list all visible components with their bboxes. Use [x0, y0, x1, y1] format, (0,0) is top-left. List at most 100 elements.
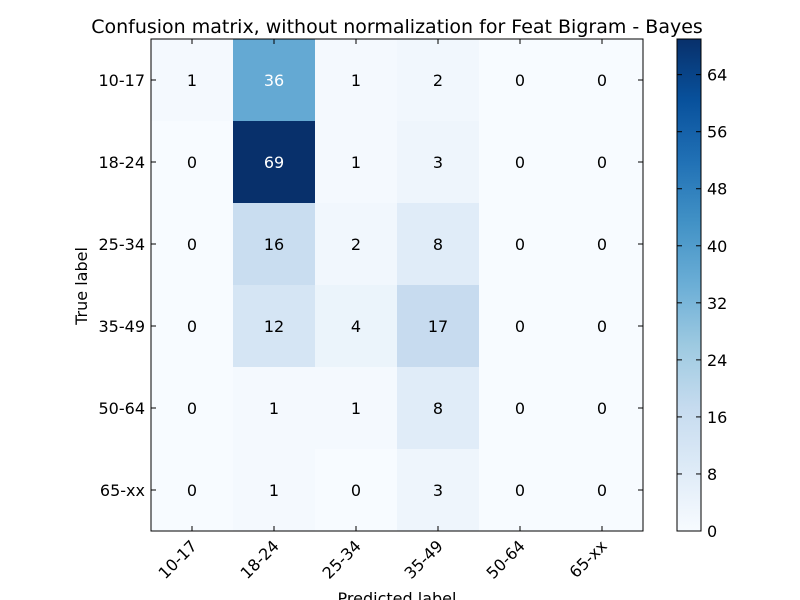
heatmap-cell	[479, 203, 562, 286]
heatmap-cell	[561, 367, 644, 450]
colorbar-tick-label: 64	[707, 66, 727, 85]
heatmap-cell	[315, 285, 398, 368]
heatmap-cell	[151, 39, 234, 122]
colorbar-tick-label: 8	[707, 465, 717, 484]
y-tick-label: 65-xx	[100, 481, 145, 500]
cell-value-label: 3	[433, 481, 443, 500]
x-tick-label: 35-49	[401, 536, 447, 582]
colorbar-tick-label: 24	[707, 351, 727, 370]
cell-value-label: 0	[515, 399, 525, 418]
cell-value-label: 0	[597, 317, 607, 336]
heatmap-cell	[151, 367, 234, 450]
cell-value-label: 0	[597, 399, 607, 418]
heatmap-cell	[315, 121, 398, 204]
cell-value-label: 0	[597, 71, 607, 90]
y-tick-label: 50-64	[99, 399, 146, 418]
cell-value-label: 36	[264, 71, 284, 90]
colorbar-tick-label: 40	[707, 237, 727, 256]
heatmap-cell	[233, 39, 316, 122]
y-tick-label: 25-34	[99, 235, 146, 254]
cell-value-label: 1	[269, 481, 279, 500]
heatmap-cell	[397, 203, 480, 286]
cell-value-label: 0	[515, 235, 525, 254]
cell-value-label: 0	[187, 481, 197, 500]
heatmap-cell	[561, 121, 644, 204]
y-axis-ticks: 10-17 18-24 25-34 35-49 50-64 65-xx	[99, 71, 643, 500]
heatmap-cell	[233, 121, 316, 204]
cell-value-label: 1	[269, 399, 279, 418]
x-tick-label: 25-34	[319, 536, 365, 582]
colorbar-tick-label: 32	[707, 294, 727, 313]
x-axis-label: Predicted label	[338, 589, 457, 600]
cell-value-label: 0	[597, 153, 607, 172]
cell-value-label: 3	[433, 153, 443, 172]
heatmap-cell	[315, 367, 398, 450]
heatmap-cell	[233, 367, 316, 450]
colorbar-tick-label: 16	[707, 408, 727, 427]
cell-value-label: 4	[351, 317, 361, 336]
colorbar-tick-label: 0	[707, 522, 717, 541]
heatmap-cell	[151, 449, 234, 532]
heatmap-cell	[397, 121, 480, 204]
cell-value-label: 2	[433, 71, 443, 90]
heatmap-cell	[151, 285, 234, 368]
heatmap-cell	[561, 285, 644, 368]
cell-value-label: 8	[433, 235, 443, 254]
cell-value-label: 1	[351, 153, 361, 172]
cell-value-label: 0	[597, 235, 607, 254]
cell-value-label: 0	[515, 481, 525, 500]
y-axis-label: True label	[72, 247, 91, 326]
cell-value-label: 8	[433, 399, 443, 418]
x-tick-label: 18-24	[237, 536, 283, 582]
heatmap-cell	[151, 203, 234, 286]
cell-value-label: 0	[187, 153, 197, 172]
cell-value-label: 16	[264, 235, 284, 254]
heatmap-cell	[315, 39, 398, 122]
cell-value-label: 0	[515, 153, 525, 172]
heatmap-cell	[233, 285, 316, 368]
heatmap-cells	[151, 39, 644, 532]
colorbar-tick-label: 48	[707, 180, 727, 199]
cell-value-label: 0	[515, 71, 525, 90]
cell-value-label: 12	[264, 317, 284, 336]
x-tick-label: 50-64	[483, 536, 529, 582]
heatmap-cell	[561, 39, 644, 122]
cell-value-label: 69	[264, 153, 284, 172]
heatmap-cell	[479, 39, 562, 122]
heatmap-cell	[397, 449, 480, 532]
cell-value-label: 0	[351, 481, 361, 500]
plot-frame	[150, 38, 644, 532]
chart-title: Confusion matrix, without normalization …	[91, 16, 703, 38]
heatmap-cell	[315, 449, 398, 532]
heatmap-cell	[479, 367, 562, 450]
heatmap-cell	[397, 367, 480, 450]
heatmap-cell	[233, 449, 316, 532]
colorbar-tick-label: 56	[707, 123, 727, 142]
cell-value-label: 1	[187, 71, 197, 90]
heatmap-cell-labels: 1 36 1 2 0 00 69 1 3 0 00 16 2 8 0 00 12 4 17 0 00 1 1 8 0 00 1 0 3 0…	[187, 71, 607, 500]
cell-value-label: 1	[351, 71, 361, 90]
x-tick-label: 10-17	[155, 536, 201, 582]
heatmap-cell	[233, 203, 316, 286]
heatmap-cell	[479, 285, 562, 368]
heatmap-cell	[397, 39, 480, 122]
heatmap-cell	[315, 203, 398, 286]
y-tick-label: 18-24	[99, 153, 146, 172]
cell-value-label: 0	[597, 481, 607, 500]
cell-value-label: 0	[187, 399, 197, 418]
heatmap-cell	[561, 203, 644, 286]
cell-value-label: 0	[515, 317, 525, 336]
colorbar	[676, 38, 702, 532]
y-tick-label: 10-17	[99, 71, 146, 90]
y-tick-label: 35-49	[99, 317, 146, 336]
cell-value-label: 2	[351, 235, 361, 254]
colorbar-ticks: 0 8 16 24 32 40 48 56 64	[677, 66, 727, 541]
x-tick-label: 65-xx	[566, 536, 611, 581]
cell-value-label: 1	[351, 399, 361, 418]
heatmap-cell	[479, 449, 562, 532]
heatmap-cell	[151, 121, 234, 204]
heatmap-cell	[479, 121, 562, 204]
heatmap-cell	[561, 449, 644, 532]
cell-value-label: 0	[187, 235, 197, 254]
heatmap-cell	[397, 285, 480, 368]
